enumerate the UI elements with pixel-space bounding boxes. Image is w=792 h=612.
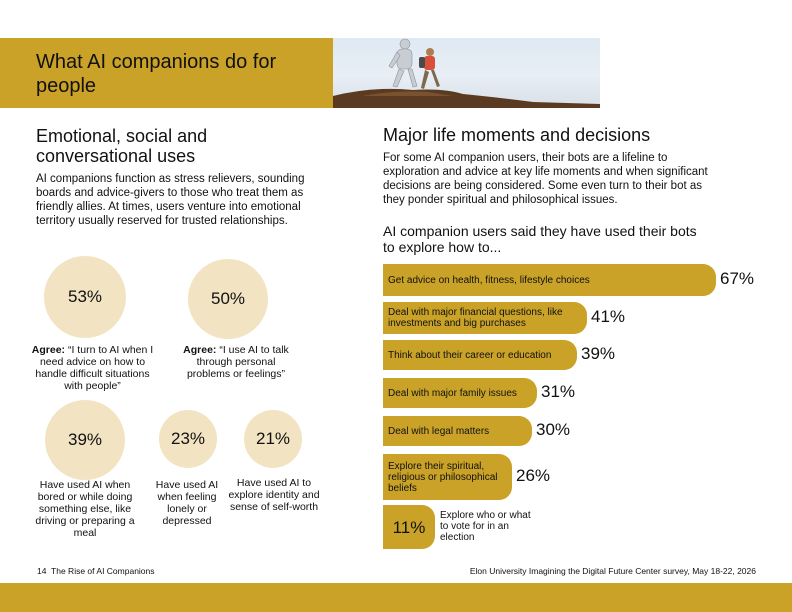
right-section-title: Major life moments and decisions [383,125,651,145]
bar-spiritual: Explore their spiritual, religious or ph… [383,454,512,500]
bar-vote: 11% [383,505,435,549]
bar-financial: Deal with major financial questions, lik… [383,302,587,334]
stat-circle-50: 50% [188,259,268,339]
bar-value-health: 67% [720,269,755,288]
bar-value-family: 31% [541,382,576,401]
bar-legal: Deal with legal matters [383,416,532,446]
footer-page-info: 14 The Rise of AI Companions [37,566,155,576]
page-title: What AI companions do for people [36,51,277,97]
left-intro-text: AI companions function as stress relieve… [36,173,305,227]
stat-caption-text: “I turn to AI when I need advice on how … [35,344,154,392]
document-title: The Rise of AI Companions [51,566,155,576]
bar-label: Deal with major financial questions, lik… [388,307,563,329]
bar-value-career: 39% [581,344,616,363]
bar-label: Think about their career or education [388,349,552,361]
stat-caption-text: “I use AI to talk through personal probl… [186,344,289,380]
agree-label: Agree: [183,344,217,356]
stat-circle-23: 23% [159,410,217,468]
bar-career: Think about their career or education [383,340,577,370]
footer-source: Elon University Imagining the Digital Fu… [469,566,756,576]
header-band [0,38,333,108]
bar-value-financial: 41% [591,307,626,326]
stat-caption-21: Have used AI to explore identity and sen… [228,477,320,513]
bar-health: Get advice on health, fitness, lifestyle… [383,264,716,296]
right-intro-text: For some AI companion users, their bots … [383,152,708,206]
bar-label: Deal with major family issues [388,387,517,399]
left-section-title: Emotional, social and conversational use… [36,126,208,166]
bar-value-spiritual: 26% [516,466,551,485]
stat-caption-39: Have used AI when bored or while doing s… [35,479,135,539]
hikers-photo [333,38,600,108]
stat-caption-23: Have used AI when feeling lonely or depr… [155,479,219,527]
stat-circle-39: 39% [45,400,125,480]
bottom-band [0,583,792,612]
bar-label-vote: Explore who or what to vote for in an el… [440,510,531,543]
hikers-illustration [333,38,600,108]
bar-value-legal: 30% [536,420,571,439]
page-number: 14 [37,566,47,576]
stat-caption-50: Agree: “I use AI to talk through persona… [176,344,296,380]
stat-circle-21: 21% [244,410,302,468]
stat-circle-53: 53% [44,256,126,338]
bar-family: Deal with major family issues [383,378,537,408]
bar-value-vote: 11% [392,517,426,537]
agree-label: Agree: [31,344,66,356]
bar-label: Get advice on health, fitness, lifestyle… [388,274,590,286]
stat-caption-53: Agree: “I turn to AI when I need advice … [30,344,155,392]
bar-label: Deal with legal matters [388,425,490,437]
bar-label: Explore their spiritual, religious or ph… [388,460,498,494]
bar-chart-heading: AI companion users said they have used t… [383,223,697,255]
